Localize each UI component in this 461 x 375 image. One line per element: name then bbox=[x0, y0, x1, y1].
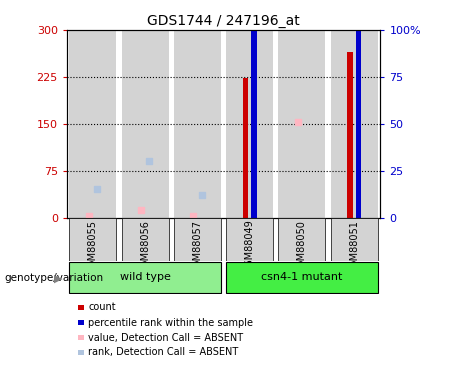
Bar bbox=[278, 30, 325, 217]
Bar bbox=[251, 0, 256, 217]
Text: GSM88049: GSM88049 bbox=[245, 220, 255, 272]
Bar bbox=[226, 30, 273, 217]
Text: value, Detection Call = ABSENT: value, Detection Call = ABSENT bbox=[88, 333, 243, 342]
Text: percentile rank within the sample: percentile rank within the sample bbox=[88, 318, 253, 327]
Text: GSM88057: GSM88057 bbox=[192, 220, 202, 273]
Text: GSM88056: GSM88056 bbox=[140, 220, 150, 273]
Bar bbox=[174, 30, 221, 217]
Text: rank, Detection Call = ABSENT: rank, Detection Call = ABSENT bbox=[88, 348, 238, 357]
Title: GDS1744 / 247196_at: GDS1744 / 247196_at bbox=[147, 13, 300, 28]
Bar bbox=[70, 217, 117, 261]
Text: csn4-1 mutant: csn4-1 mutant bbox=[261, 273, 343, 282]
Bar bbox=[226, 217, 273, 261]
Text: GSM88050: GSM88050 bbox=[297, 220, 307, 273]
Text: wild type: wild type bbox=[120, 273, 171, 282]
Bar bbox=[348, 52, 353, 217]
Text: genotype/variation: genotype/variation bbox=[5, 273, 104, 283]
Bar bbox=[174, 217, 221, 261]
Bar bbox=[70, 262, 221, 292]
Bar bbox=[226, 262, 378, 292]
Bar bbox=[243, 78, 248, 218]
Text: count: count bbox=[88, 303, 116, 312]
Bar bbox=[331, 30, 378, 217]
Text: GSM88055: GSM88055 bbox=[88, 220, 98, 273]
Text: ▶: ▶ bbox=[54, 273, 63, 283]
Text: GSM88051: GSM88051 bbox=[349, 220, 359, 273]
Bar bbox=[122, 30, 169, 217]
Bar bbox=[278, 217, 325, 261]
Bar bbox=[331, 217, 378, 261]
Bar bbox=[122, 217, 169, 261]
Bar bbox=[356, 0, 361, 217]
Bar bbox=[70, 30, 117, 217]
